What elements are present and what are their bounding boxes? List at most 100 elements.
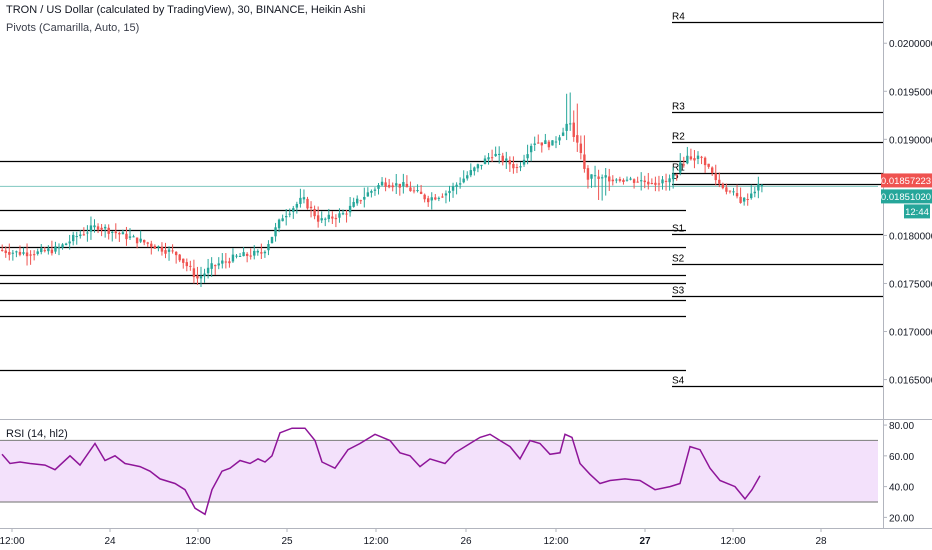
- candle-body: [714, 173, 717, 181]
- candles: [1, 92, 764, 287]
- candle-body: [512, 163, 515, 169]
- candle-body: [4, 250, 7, 253]
- time-axis-label: 12:00: [363, 536, 388, 547]
- candle-body: [615, 179, 618, 181]
- symbol-legend[interactable]: TRON / US Dollar (calculated by TradingV…: [6, 4, 366, 16]
- candle-body: [671, 173, 675, 180]
- candle-body: [473, 167, 476, 172]
- candle-body: [579, 143, 583, 153]
- candle-body: [189, 265, 192, 267]
- candle-body: [313, 208, 316, 217]
- pivot-label-s2: S2: [672, 254, 685, 265]
- candle-body: [458, 183, 462, 185]
- countdown-label: 12:44: [905, 207, 929, 218]
- candle-body: [718, 179, 721, 184]
- price-axis-label: 0.01700000: [889, 328, 932, 339]
- candle-body: [373, 189, 377, 191]
- candle-body: [61, 244, 64, 248]
- candle-body: [57, 247, 61, 249]
- candle-body: [206, 267, 210, 274]
- candle-body: [309, 206, 313, 209]
- candle-body: [302, 197, 306, 200]
- candle-body: [444, 193, 448, 196]
- candle-body: [600, 177, 604, 179]
- candle-body: [753, 191, 756, 194]
- candle-body: [572, 122, 575, 137]
- candle-body: [515, 166, 519, 168]
- candle-body: [505, 158, 508, 161]
- candle-body: [554, 141, 558, 143]
- price-axis-label: 0.01900000: [889, 135, 932, 146]
- candle-body: [267, 244, 270, 251]
- candle-body: [150, 243, 153, 247]
- candle-body: [412, 190, 416, 192]
- candle-body: [629, 178, 632, 180]
- time-axis-label: 12:00: [543, 536, 568, 547]
- candle-body: [547, 141, 551, 148]
- candle-body: [707, 163, 710, 167]
- candle-body: [11, 252, 15, 254]
- rsi-axis-label: 20.00: [889, 513, 914, 524]
- candle-body: [32, 254, 36, 256]
- pivots-legend[interactable]: Pivots (Camarilla, Auto, 15): [6, 22, 140, 34]
- candle-body: [434, 197, 437, 200]
- candle-body: [675, 174, 678, 176]
- candle-body: [664, 180, 668, 182]
- candle-body: [316, 215, 320, 222]
- rsi-band: [0, 440, 878, 502]
- rsi-legend[interactable]: RSI (14, hl2): [6, 428, 68, 440]
- candle-body: [29, 254, 32, 256]
- candle-body: [352, 201, 355, 207]
- candle-body: [263, 251, 267, 254]
- candle-body: [498, 153, 501, 155]
- candle-body: [157, 246, 160, 248]
- candle-body: [501, 155, 504, 162]
- candle-body: [292, 208, 295, 212]
- candle-body: [299, 197, 302, 204]
- candle-body: [643, 180, 646, 183]
- candle-body: [384, 182, 387, 187]
- candle-body: [72, 234, 75, 242]
- candle-body: [238, 255, 242, 257]
- candle-body: [402, 182, 405, 187]
- candle-body: [668, 178, 671, 183]
- candle-body: [405, 183, 409, 188]
- pivot-label-s1: S1: [672, 224, 685, 235]
- candle-body: [430, 197, 433, 201]
- rsi-axis-label: 60.00: [889, 452, 914, 463]
- candle-body: [210, 263, 213, 269]
- candle-body: [245, 253, 249, 256]
- candle-body: [235, 255, 238, 257]
- candle-body: [135, 237, 139, 244]
- candle-body: [558, 137, 561, 141]
- candle-body: [139, 238, 142, 242]
- candle-body: [703, 157, 707, 166]
- candle-body: [146, 242, 149, 244]
- candle-body: [608, 176, 611, 182]
- candle-body: [593, 175, 597, 177]
- candle-body: [320, 218, 323, 221]
- last-price-label: 0.01857223: [881, 176, 931, 187]
- candle-body: [107, 227, 110, 234]
- pivot-label-p: P: [672, 174, 679, 185]
- candle-body: [395, 183, 398, 186]
- candle-body: [285, 216, 288, 218]
- candle-body: [700, 156, 703, 158]
- candle-body: [167, 249, 171, 252]
- candle-body: [636, 181, 639, 183]
- time-axis-label: 24: [104, 536, 116, 547]
- candle-body: [359, 200, 362, 202]
- candle-body: [324, 218, 327, 220]
- candle-body: [370, 190, 373, 193]
- candle-body: [387, 184, 391, 188]
- candle-body: [54, 246, 57, 252]
- price-axis-label: 0.02000000: [889, 39, 932, 50]
- candle-body: [750, 193, 753, 199]
- candle-body: [409, 187, 412, 192]
- candle-body: [178, 254, 181, 261]
- candle-body: [462, 178, 465, 183]
- time-axis-label: 26: [460, 536, 472, 547]
- candle-body: [174, 251, 178, 256]
- candle-body: [490, 157, 494, 159]
